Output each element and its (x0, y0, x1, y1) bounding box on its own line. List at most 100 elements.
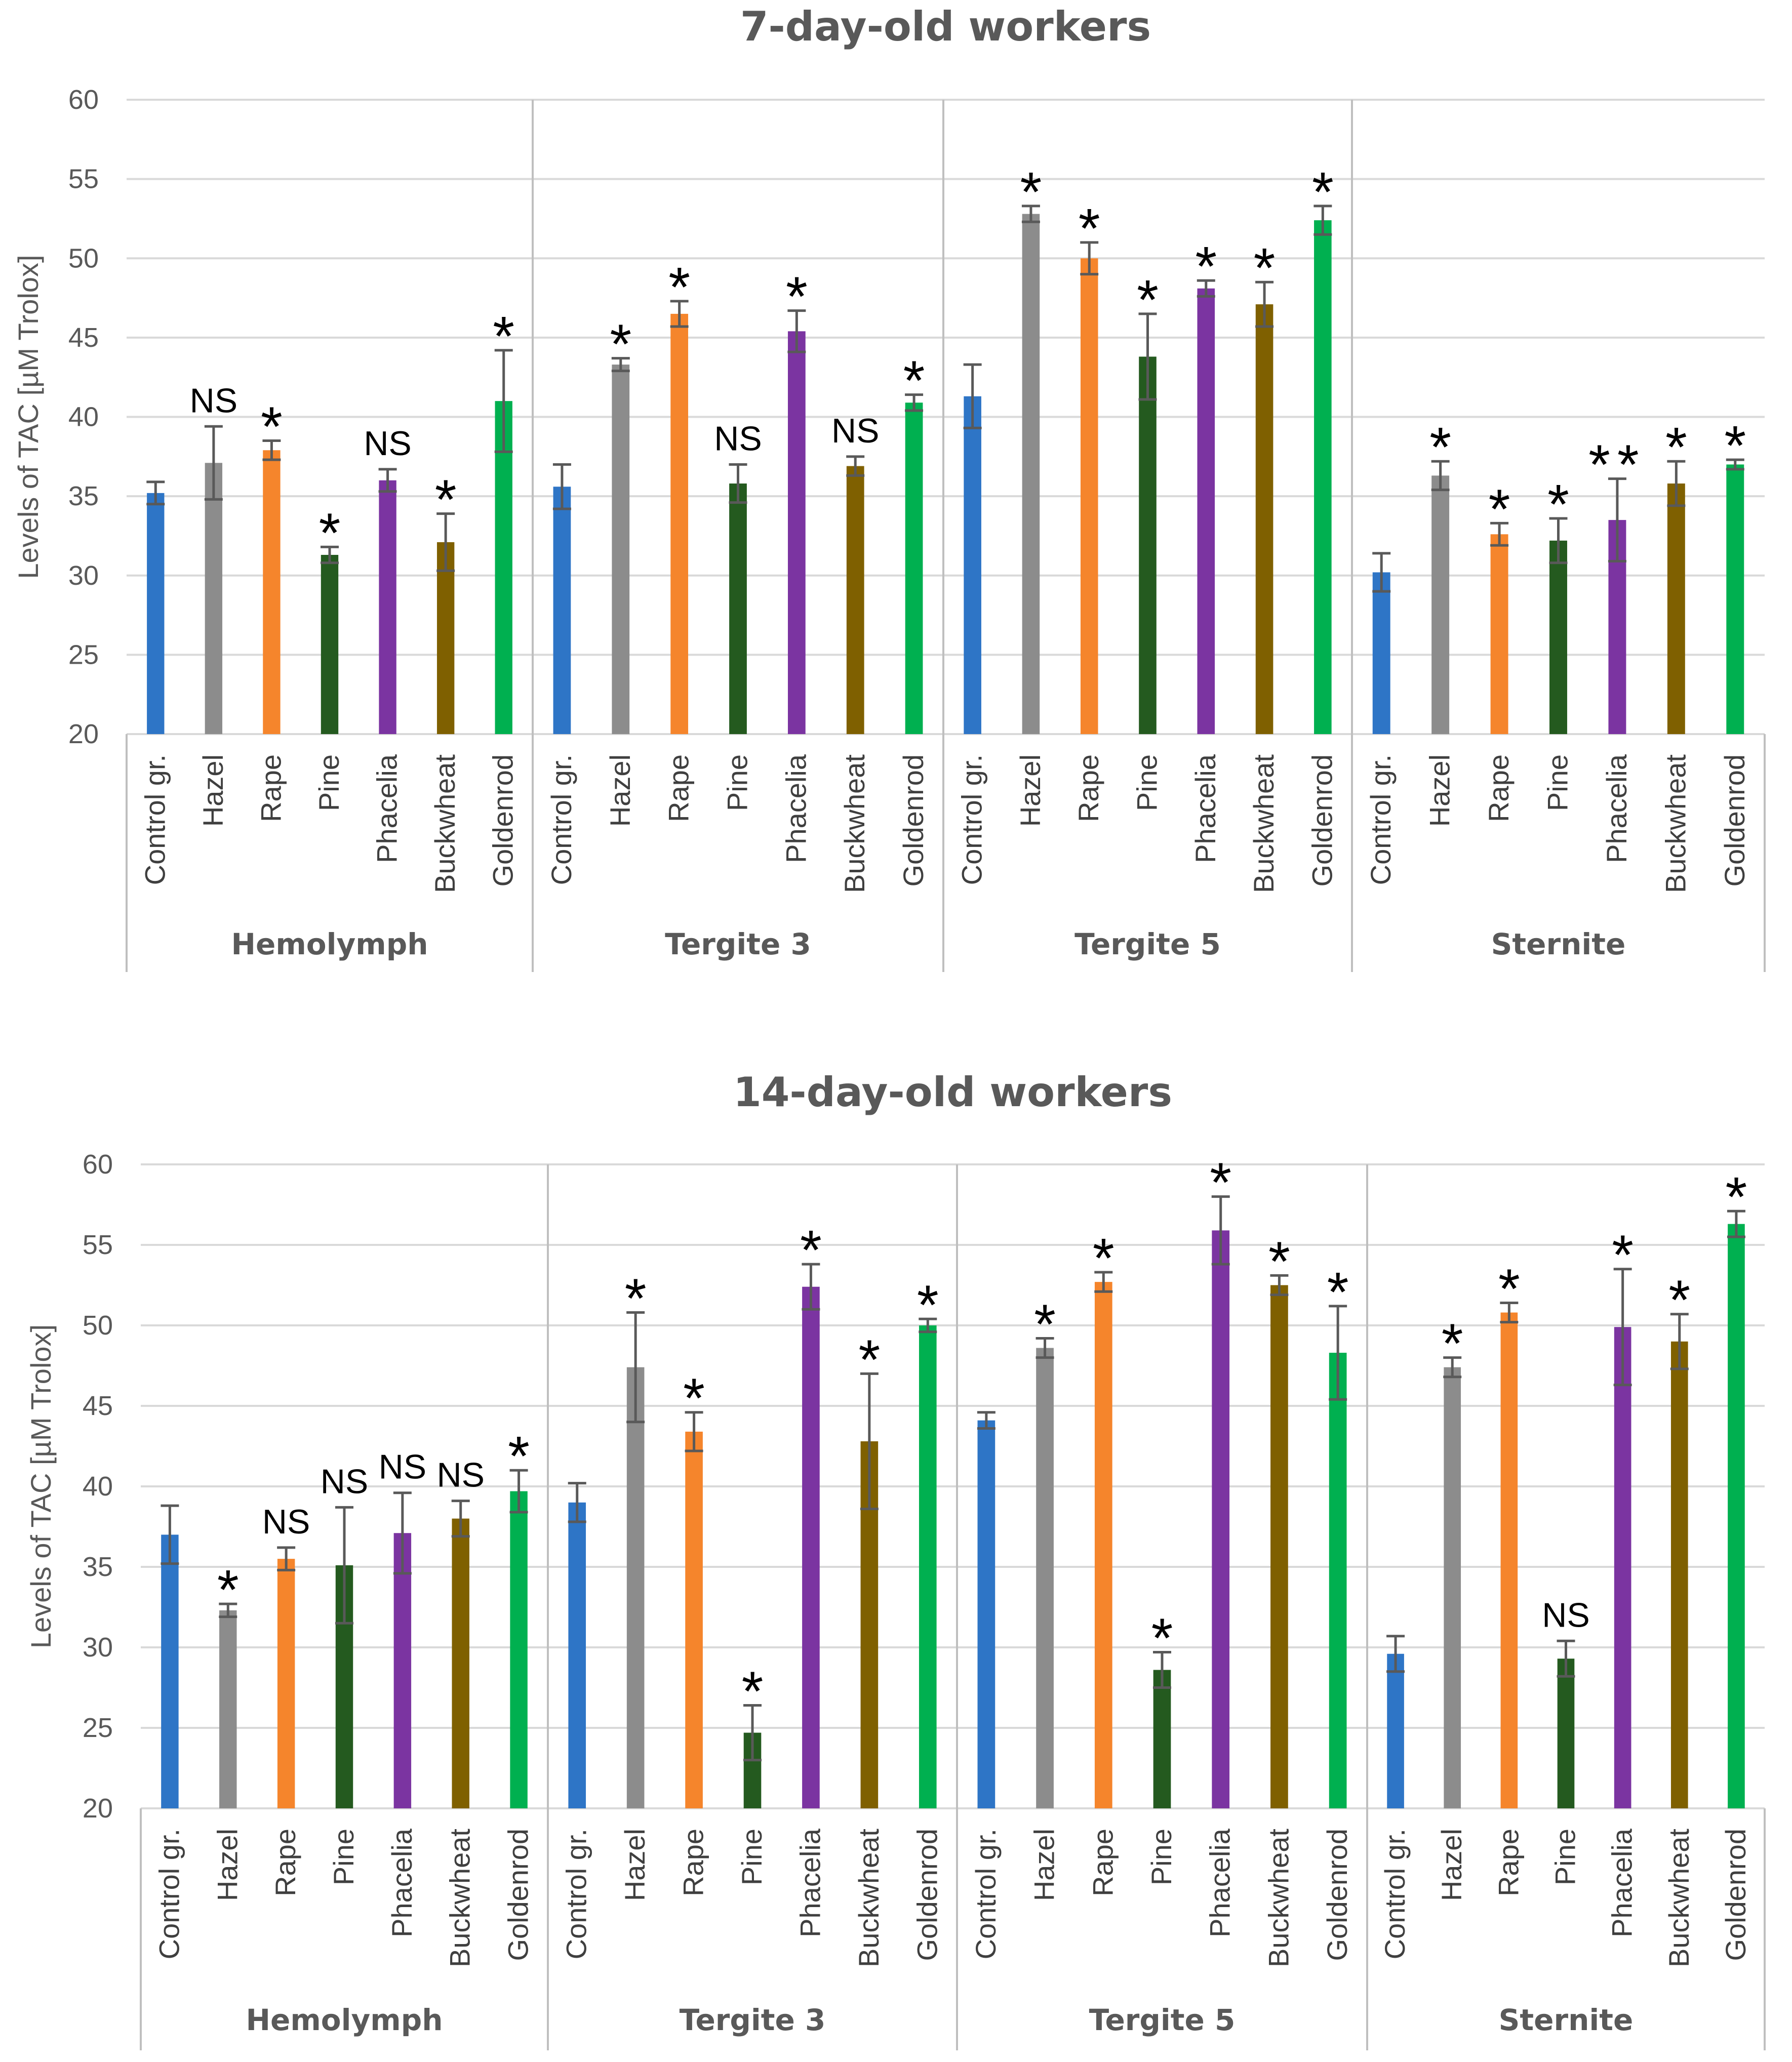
y-tick-label: 55 (83, 1230, 113, 1260)
group-label: Tergite 5 (1074, 927, 1221, 961)
bar (1314, 220, 1332, 734)
category-label: Phacelia (371, 754, 403, 863)
significance-label: * (683, 1367, 705, 1430)
y-axis-label: Levels of TAC [µM Trolox] (12, 255, 44, 579)
bar (802, 1286, 820, 1808)
category-label: Pine (736, 1829, 768, 1885)
category-label: Phacelia (386, 1828, 418, 1937)
bar (919, 1325, 937, 1808)
significance-label: * (917, 1274, 939, 1336)
bar (1139, 356, 1157, 734)
bar (977, 1420, 995, 1808)
significance-label: * (493, 305, 514, 368)
category-label: Buckwheat (429, 754, 461, 893)
group-label: Hemolymph (231, 927, 428, 961)
significance-label: * (1079, 197, 1100, 260)
bar (1372, 572, 1390, 734)
y-tick-label: 20 (68, 719, 99, 749)
bar (1728, 1224, 1745, 1808)
bar (670, 313, 689, 734)
significance-label: * (217, 1559, 239, 1621)
significance-label: NS (364, 424, 411, 463)
significance-label: * (858, 1328, 880, 1391)
significance-label: * (1668, 1269, 1690, 1331)
significance-label: * (261, 395, 283, 458)
category-label: Phacelia (780, 754, 812, 863)
bar (1270, 1285, 1288, 1808)
significance-label: * (1268, 1230, 1290, 1292)
category-label: Rape (678, 1829, 709, 1896)
category-label: Goldenrod (487, 754, 519, 887)
significance-label: * (1093, 1227, 1114, 1289)
bar (1614, 1327, 1631, 1808)
category-label: Hazel (619, 1829, 651, 1901)
significance-label: * (1612, 1224, 1634, 1286)
category-label: Goldenrod (911, 1829, 943, 1961)
significance-label: * (435, 469, 457, 531)
category-label: Rape (1492, 1829, 1524, 1896)
category-label: Control gr. (139, 754, 171, 885)
category-label: Phacelia (1204, 1828, 1236, 1937)
significance-label: * (1442, 1313, 1463, 1375)
y-tick-label: 50 (83, 1310, 113, 1341)
significance-label: NS (714, 419, 762, 458)
significance-label: * (786, 266, 808, 328)
y-tick-label: 55 (68, 164, 99, 194)
category-label: Control gr. (970, 1829, 1002, 1959)
group-label: Hemolymph (246, 2003, 443, 2037)
bar (1557, 1659, 1575, 1808)
y-tick-label: 25 (68, 639, 99, 670)
category-label: Rape (269, 1829, 301, 1896)
category-label: Pine (1131, 754, 1163, 811)
category-label: Hazel (1424, 754, 1456, 827)
bar (685, 1431, 703, 1808)
category-label: Buckwheat (1248, 754, 1280, 893)
significance-label: * (668, 256, 690, 318)
category-label: Phacelia (794, 1828, 826, 1937)
group-label: Sternite (1491, 927, 1626, 961)
y-tick-label: 45 (68, 322, 99, 353)
chart-panel-7-day: 7-day-old workers 20 25 30 35 40 45 50 55 60 Level… (12, 3, 1766, 972)
bar (964, 396, 981, 734)
significance-label: * (1498, 1258, 1520, 1320)
significance-label: * (508, 1425, 530, 1487)
significance-label: NS (262, 1503, 310, 1541)
category-label: Phacelia (1606, 1828, 1638, 1937)
bar (1726, 464, 1744, 734)
y-tick-label: 20 (83, 1793, 113, 1824)
y-tick-label: 40 (68, 402, 99, 432)
significance-label: * (800, 1219, 822, 1281)
category-label: Buckwheat (1663, 1829, 1695, 1967)
bar (612, 365, 630, 734)
category-label: Phacelia (1189, 754, 1221, 863)
category-label: Goldenrod (897, 754, 929, 887)
category-label: Buckwheat (444, 1829, 476, 1967)
y-tick-label: 40 (83, 1471, 113, 1502)
group-label: Sternite (1499, 2003, 1634, 2037)
group-label: Tergite 3 (680, 2003, 826, 2037)
significance-label: * (1137, 269, 1159, 331)
bar (787, 331, 806, 734)
category-label: Buckwheat (1262, 1829, 1294, 1967)
bar (277, 1559, 295, 1808)
chart-title: 14-day-old workers (733, 1069, 1172, 1116)
group-label: Tergite 5 (1089, 2003, 1236, 2037)
category-label: Goldenrod (1719, 754, 1750, 887)
significance-label: * (1254, 237, 1276, 299)
significance-label: * (1429, 416, 1451, 478)
significance-label: * (742, 1660, 764, 1722)
category-label: Pine (1542, 754, 1574, 811)
category-label: Rape (1483, 754, 1515, 822)
bar (1431, 475, 1450, 734)
bar (436, 542, 455, 734)
bar (1670, 1341, 1688, 1808)
category-label: Control gr. (545, 754, 577, 885)
y-tick-label: 35 (83, 1552, 113, 1582)
bar (161, 1534, 179, 1808)
category-label: Hazel (1014, 754, 1046, 827)
bar (393, 1533, 412, 1808)
bar (553, 487, 571, 734)
category-label: Pine (1549, 1829, 1581, 1885)
category-label: Buckwheat (1659, 754, 1691, 893)
category-label: Pine (722, 754, 753, 811)
